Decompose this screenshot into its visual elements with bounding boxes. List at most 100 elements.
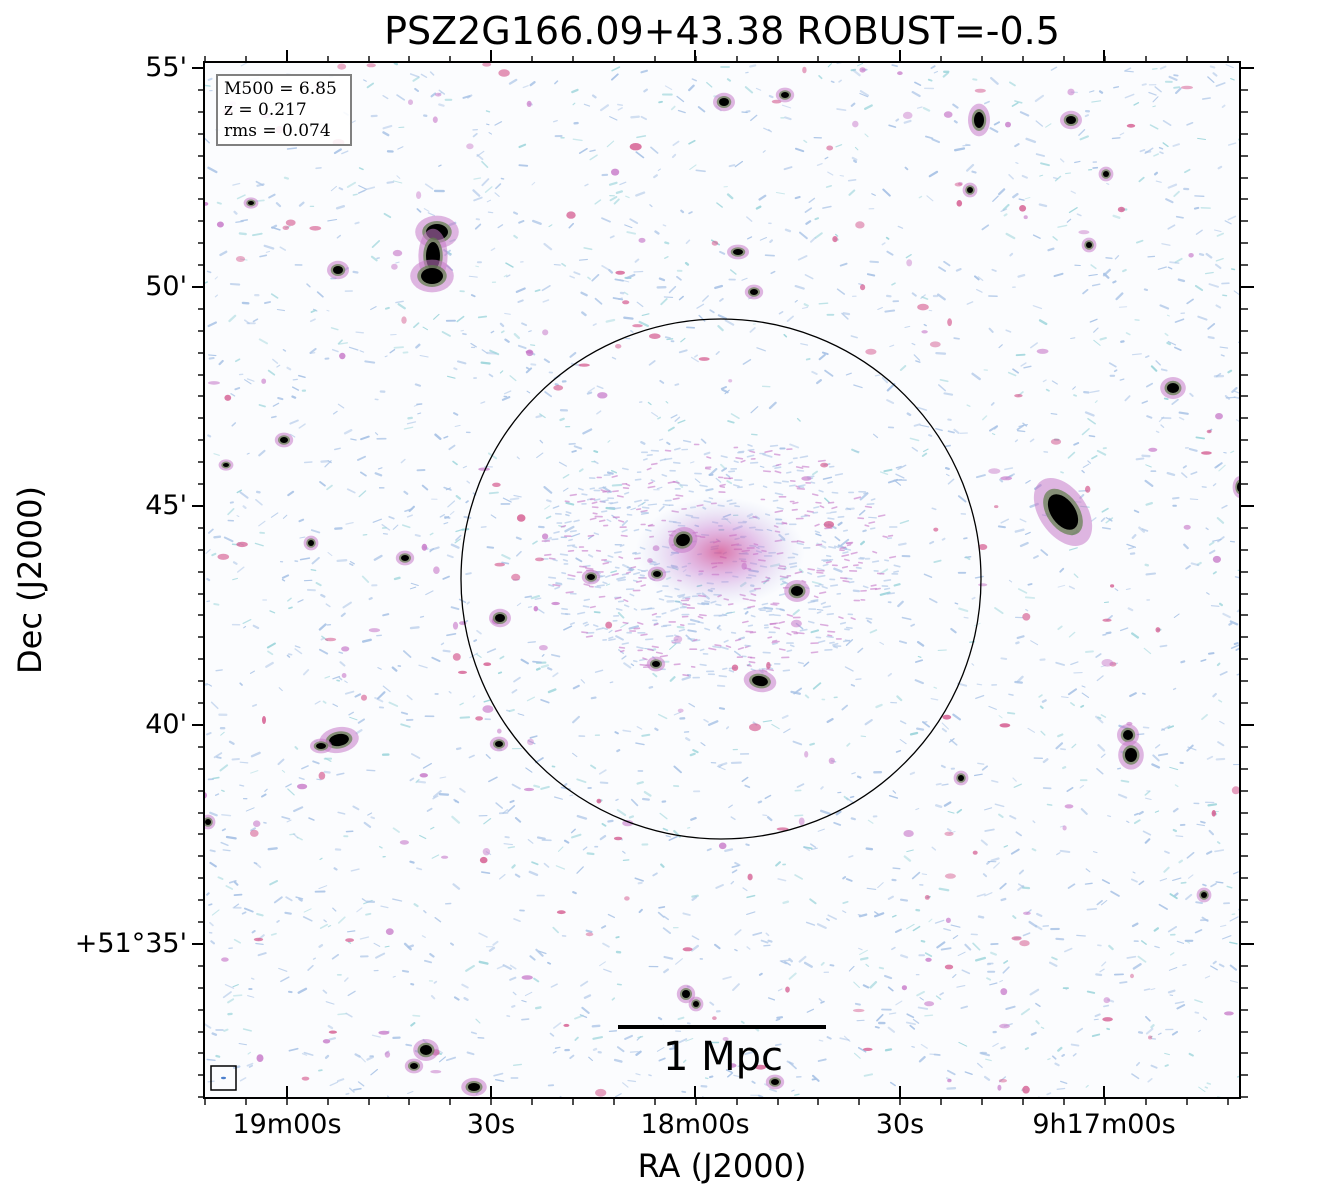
noise-speck (229, 282, 241, 286)
faint-emission (852, 120, 859, 128)
faint-emission (492, 482, 501, 487)
noise-speck (952, 103, 959, 109)
noise-speck (886, 399, 895, 404)
faint-emission (566, 211, 576, 219)
noise-speck (993, 121, 1000, 126)
noise-speck (383, 212, 392, 219)
noise-speck (1145, 501, 1153, 506)
noise-speck (532, 540, 538, 545)
radio-source (775, 87, 795, 103)
noise-speck (615, 635, 624, 641)
noise-speck (543, 553, 552, 557)
noise-speck (599, 104, 610, 112)
noise-speck (1227, 369, 1233, 374)
noise-speck (853, 1052, 861, 1059)
noise-speck (423, 910, 427, 914)
noise-speck (1066, 218, 1072, 223)
noise-speck (688, 139, 696, 145)
noise-speck (1145, 355, 1150, 359)
noise-speck (577, 611, 586, 615)
noise-speck (737, 1064, 745, 1067)
noise-speck (543, 358, 550, 364)
noise-speck (397, 303, 406, 310)
noise-speck (1027, 727, 1036, 733)
noise-speck (619, 544, 625, 548)
noise-speck (367, 812, 373, 816)
noise-speck (664, 85, 673, 91)
rms-label: rms = 0.074 (224, 121, 331, 141)
y-axis-label: Dec (J2000) (11, 486, 49, 674)
noise-speck (538, 950, 547, 955)
x-tick-label: 30s (875, 1109, 925, 1140)
noise-speck (293, 806, 304, 813)
noise-speck (747, 236, 753, 240)
noise-speck (302, 916, 313, 922)
noise-speck (1076, 934, 1086, 937)
noise-speck (541, 654, 545, 657)
noise-speck (939, 378, 949, 383)
noise-speck (1216, 232, 1224, 237)
noise-speck (763, 127, 770, 132)
noise-speck (1067, 451, 1076, 459)
noise-speck (573, 271, 581, 276)
noise-speck (565, 501, 575, 506)
noise-speck (993, 862, 1000, 869)
noise-speck (874, 911, 880, 916)
noise-speck (442, 575, 450, 580)
noise-speck (267, 847, 278, 851)
noise-speck (232, 577, 239, 581)
noise-speck (792, 609, 800, 616)
faint-emission (526, 100, 532, 107)
noise-speck (863, 492, 869, 495)
noise-speck (457, 360, 467, 365)
faint-emission (479, 856, 488, 864)
noise-speck (1091, 283, 1101, 287)
noise-speck (984, 828, 995, 832)
noise-speck (922, 721, 930, 728)
noise-speck (915, 659, 924, 663)
noise-speck (730, 269, 737, 275)
noise-speck (1167, 926, 1177, 933)
noise-speck (647, 485, 656, 489)
noise-speck (1023, 365, 1032, 369)
noise-speck (1225, 396, 1236, 399)
noise-speck (844, 666, 854, 672)
noise-speck (370, 1068, 378, 1076)
noise-speck (454, 424, 461, 428)
noise-speck (1064, 947, 1073, 953)
noise-speck (1208, 652, 1215, 655)
faint-emission (542, 533, 549, 540)
noise-speck (976, 1062, 983, 1069)
faint-emission (1023, 911, 1031, 915)
noise-speck (1162, 120, 1172, 126)
noise-speck (557, 846, 564, 852)
noise-speck (616, 576, 626, 581)
noise-speck (1018, 869, 1025, 875)
noise-speck (1133, 101, 1140, 106)
noise-speck (350, 868, 360, 872)
plot-frame (203, 61, 1241, 1099)
noise-speck (755, 205, 762, 210)
noise-speck (553, 530, 560, 534)
noise-speck (680, 337, 686, 343)
noise-speck (1157, 1032, 1162, 1036)
noise-speck (1176, 940, 1185, 944)
noise-speck (1119, 627, 1129, 632)
noise-speck (574, 1036, 579, 1041)
noise-speck (255, 942, 264, 946)
faint-emission (1211, 810, 1217, 817)
noise-speck (246, 378, 255, 382)
faint-emission (1019, 940, 1030, 947)
noise-speck (930, 697, 939, 701)
noise-speck (741, 277, 748, 281)
noise-speck (807, 571, 813, 575)
noise-speck (372, 518, 382, 523)
noise-speck (1070, 337, 1076, 340)
radio-source (489, 736, 509, 752)
noise-speck (801, 465, 810, 468)
noise-speck (552, 926, 559, 934)
noise-speck (724, 848, 734, 853)
noise-speck (614, 1093, 622, 1098)
noise-speck (853, 496, 862, 500)
noise-speck (340, 612, 346, 618)
